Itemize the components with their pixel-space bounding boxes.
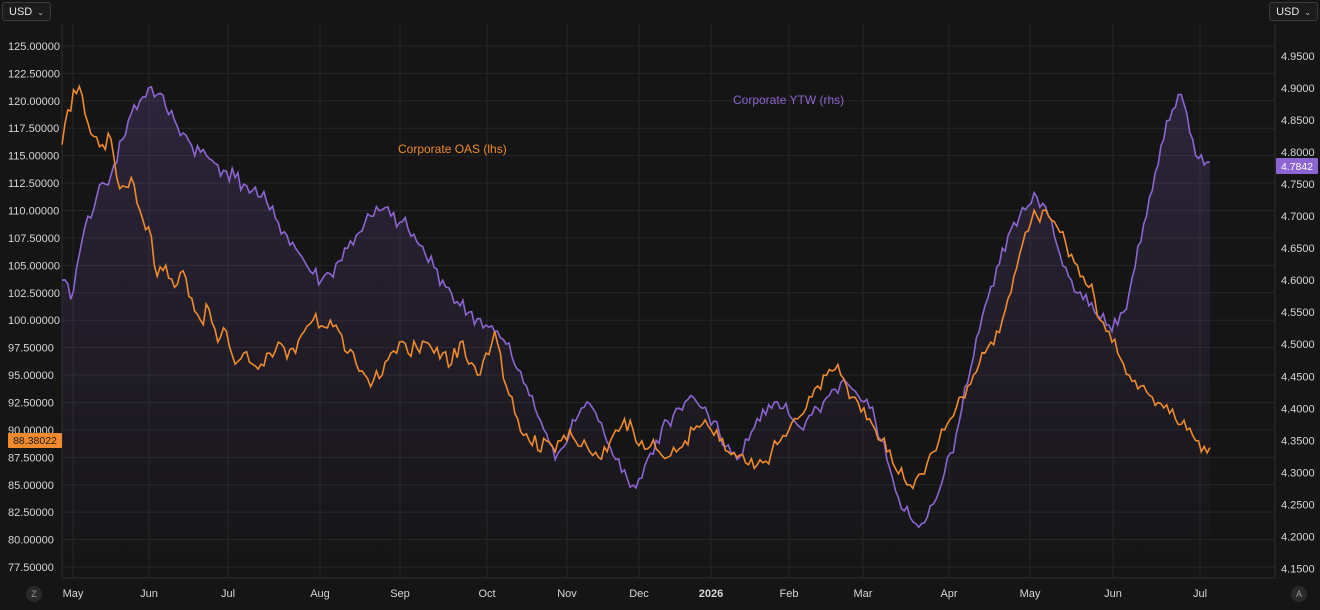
right-tick-label: 4.6000 [1281,275,1315,287]
zoom-button[interactable]: Z [26,586,42,602]
left-currency-label: USD [9,6,33,18]
oas-last-value-badge: 88.38022 [8,433,62,448]
left-tick-label: 105.00000 [8,260,60,272]
right-tick-label: 4.6500 [1281,243,1315,255]
auto-scale-button-label: A [1295,589,1302,599]
x-tick-label: Mar [854,588,873,600]
right-tick-label: 4.9000 [1281,83,1315,95]
x-tick-label: Sep [390,588,410,600]
x-tick-label: Jul [221,588,235,600]
left-tick-label: 95.00000 [8,370,54,382]
x-tick-label: Apr [940,588,957,600]
ytw-area-fill [62,86,1210,579]
x-tick-label: Dec [629,588,649,600]
zoom-button-label: Z [31,589,37,599]
left-tick-label: 100.00000 [8,315,60,327]
right-tick-label: 4.4500 [1281,371,1315,383]
right-tick-label: 4.3000 [1281,467,1315,479]
left-tick-label: 122.50000 [8,68,60,80]
right-axis-ticks: 4.9500 4.9000 4.8500 4.8000 4.7500 4.7000 4.65… [1281,51,1315,575]
left-tick-label: 87.50000 [8,452,54,464]
ytw-last-value-badge: 4.7842 [1276,158,1318,174]
right-tick-label: 4.8500 [1281,115,1315,127]
x-tick-label: Feb [780,588,799,600]
left-tick-label: 112.50000 [8,178,59,190]
series-line-corporate-ytw [61,85,1211,529]
x-axis-ticks: May Jun Jul Aug Sep Oct Nov Dec 2026 Feb Mar Apr May… [63,588,1207,600]
right-currency-select[interactable]: USD ⌄ [1269,2,1318,21]
left-tick-label: 117.50000 [8,123,59,135]
x-tick-label: May [63,588,84,600]
left-tick-label: 120.00000 [8,96,60,108]
left-tick-label: 77.50000 [8,562,54,574]
series-line-corporate-oas [61,84,1211,491]
auto-scale-button[interactable]: A [1291,586,1307,602]
right-tick-label: 4.3500 [1281,435,1315,447]
x-tick-label: Nov [557,588,577,600]
right-tick-label: 4.5000 [1281,339,1315,351]
svg-text:88.38022: 88.38022 [13,435,57,447]
left-tick-label: 102.50000 [8,288,60,300]
right-tick-label: 4.8000 [1281,147,1315,159]
series-label-corporate-oas: Corporate OAS (lhs) [398,142,507,156]
right-tick-label: 4.7500 [1281,179,1315,191]
x-tick-label: Jun [1104,588,1122,600]
right-tick-label: 4.1500 [1281,563,1315,575]
series-label-corporate-ytw: Corporate YTW (rhs) [733,93,844,107]
right-tick-label: 4.9500 [1281,51,1315,63]
svg-text:4.7842: 4.7842 [1281,161,1313,173]
x-tick-label: Jun [140,588,158,600]
left-tick-label: 92.50000 [8,397,54,409]
right-tick-label: 4.7000 [1281,211,1315,223]
left-tick-label: 107.50000 [8,233,60,245]
right-tick-label: 4.2000 [1281,531,1315,543]
right-currency-label: USD [1276,6,1300,18]
chevron-down-icon: ⌄ [37,8,44,17]
x-tick-label: Oct [478,588,495,600]
right-tick-label: 4.4000 [1281,403,1315,415]
left-currency-select[interactable]: USD ⌄ [2,2,51,21]
left-tick-label: 97.50000 [8,343,54,355]
left-tick-label: 80.00000 [8,535,54,547]
left-tick-label: 85.00000 [8,480,54,492]
left-axis-ticks: 125.00000 122.50000 120.00000 117.50000 115.… [8,41,60,574]
chevron-down-icon: ⌄ [1304,8,1311,17]
x-tick-label: Aug [310,588,330,600]
left-tick-label: 110.00000 [8,205,59,217]
left-tick-label: 125.00000 [8,41,60,53]
right-tick-label: 4.5500 [1281,307,1315,319]
x-tick-label: 2026 [699,588,723,600]
left-tick-label: 115.00000 [8,151,59,163]
x-tick-label: May [1020,588,1041,600]
right-tick-label: 4.2500 [1281,499,1315,511]
x-tick-label: Jul [1193,588,1207,600]
left-tick-label: 82.50000 [8,507,54,519]
